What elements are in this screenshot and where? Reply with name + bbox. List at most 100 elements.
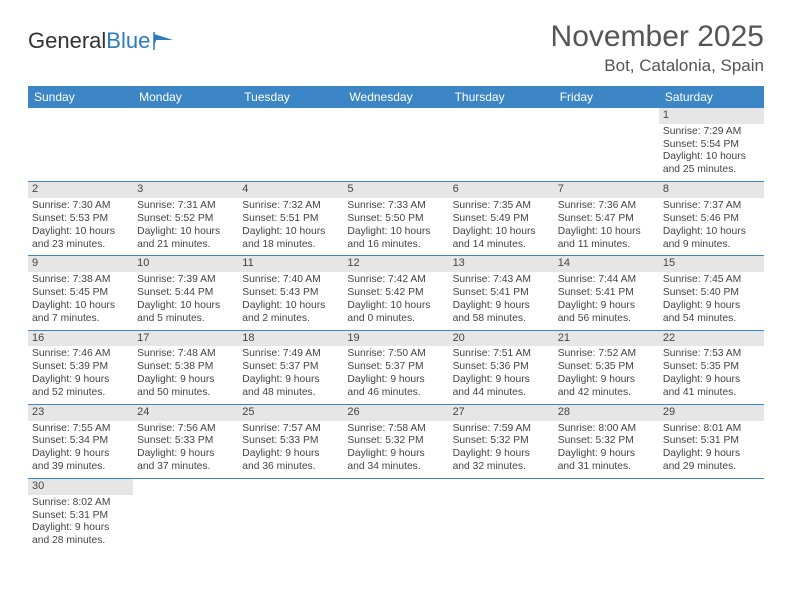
calendar-cell-empty [554, 478, 659, 552]
day-info-line: Daylight: 10 hours and 23 minutes. [32, 226, 129, 252]
day-info-line: Sunrise: 7:36 AM [558, 200, 655, 213]
day-info-line: Sunrise: 8:00 AM [558, 423, 655, 436]
day-info-line: Sunset: 5:37 PM [242, 361, 339, 374]
day-info-line: Sunset: 5:44 PM [137, 287, 234, 300]
location: Bot, Catalonia, Spain [551, 56, 764, 76]
calendar-cell-empty [449, 108, 554, 182]
day-info-line: Sunrise: 7:46 AM [32, 348, 129, 361]
calendar-cell: 2 Sunrise: 7:30 AMSunset: 5:53 PMDaylight… [28, 182, 133, 256]
day-info-line: Sunrise: 7:40 AM [242, 274, 339, 287]
calendar-cell: 15Sunrise: 7:45 AMSunset: 5:40 PMDayligh… [659, 256, 764, 330]
day-number [133, 479, 238, 495]
calendar-cell: 16Sunrise: 7:46 AMSunset: 5:39 PMDayligh… [28, 330, 133, 404]
day-number: 2 [28, 182, 133, 198]
day-number: 5 [343, 182, 448, 198]
calendar-cell: 30Sunrise: 8:02 AMSunset: 5:31 PMDayligh… [28, 478, 133, 552]
day-info-line: Sunrise: 7:33 AM [347, 200, 444, 213]
day-number: 22 [659, 331, 764, 347]
weekday-header: Sunday [28, 86, 133, 108]
day-info-line: Sunrise: 7:35 AM [453, 200, 550, 213]
calendar-cell: 18Sunrise: 7:49 AMSunset: 5:37 PMDayligh… [238, 330, 343, 404]
day-number: 14 [554, 256, 659, 272]
calendar-cell: 27Sunrise: 7:59 AMSunset: 5:32 PMDayligh… [449, 404, 554, 478]
day-info-line: Daylight: 9 hours and 37 minutes. [137, 448, 234, 474]
day-info-line: Sunrise: 7:48 AM [137, 348, 234, 361]
day-info-line: Sunrise: 7:59 AM [453, 423, 550, 436]
calendar-cell: 19Sunrise: 7:50 AMSunset: 5:37 PMDayligh… [343, 330, 448, 404]
day-info-line: Sunset: 5:33 PM [242, 435, 339, 448]
day-info-line: Sunset: 5:36 PM [453, 361, 550, 374]
day-info-line: Sunrise: 7:45 AM [663, 274, 760, 287]
day-number: 1 [659, 108, 764, 124]
calendar-cell-empty [449, 478, 554, 552]
calendar-cell: 17Sunrise: 7:48 AMSunset: 5:38 PMDayligh… [133, 330, 238, 404]
logo-text-2: Blue [106, 28, 150, 54]
day-info-line: Sunrise: 7:43 AM [453, 274, 550, 287]
day-info-line: Sunrise: 7:31 AM [137, 200, 234, 213]
day-info-line: Daylight: 10 hours and 14 minutes. [453, 226, 550, 252]
calendar-cell: 29Sunrise: 8:01 AMSunset: 5:31 PMDayligh… [659, 404, 764, 478]
day-number: 7 [554, 182, 659, 198]
day-info-line: Sunset: 5:41 PM [453, 287, 550, 300]
day-info-line: Sunset: 5:46 PM [663, 213, 760, 226]
calendar-cell-empty [238, 478, 343, 552]
day-info-line: Sunrise: 7:57 AM [242, 423, 339, 436]
day-info-line: Sunset: 5:35 PM [663, 361, 760, 374]
calendar-cell-empty [343, 478, 448, 552]
calendar-cell: 13Sunrise: 7:43 AMSunset: 5:41 PMDayligh… [449, 256, 554, 330]
day-number [238, 108, 343, 124]
day-info-line: Sunrise: 7:49 AM [242, 348, 339, 361]
day-number: 8 [659, 182, 764, 198]
day-info-line: Sunset: 5:32 PM [347, 435, 444, 448]
day-info-line: Sunset: 5:51 PM [242, 213, 339, 226]
calendar-cell-empty [133, 108, 238, 182]
calendar-cell: 20Sunrise: 7:51 AMSunset: 5:36 PMDayligh… [449, 330, 554, 404]
day-info-line: Sunset: 5:41 PM [558, 287, 655, 300]
day-info-line: Sunset: 5:53 PM [32, 213, 129, 226]
day-info-line: Sunrise: 7:32 AM [242, 200, 339, 213]
calendar-cell-empty [343, 108, 448, 182]
day-number [343, 108, 448, 124]
day-info-line: Daylight: 9 hours and 32 minutes. [453, 448, 550, 474]
day-info-line: Sunrise: 7:38 AM [32, 274, 129, 287]
day-info-line: Daylight: 9 hours and 56 minutes. [558, 300, 655, 326]
day-info-line: Daylight: 9 hours and 50 minutes. [137, 374, 234, 400]
day-info-line: Sunset: 5:54 PM [663, 139, 760, 152]
calendar-cell: 25Sunrise: 7:57 AMSunset: 5:33 PMDayligh… [238, 404, 343, 478]
day-info-line: Daylight: 10 hours and 0 minutes. [347, 300, 444, 326]
calendar-cell: 14Sunrise: 7:44 AMSunset: 5:41 PMDayligh… [554, 256, 659, 330]
day-info-line: Daylight: 10 hours and 5 minutes. [137, 300, 234, 326]
day-info-line: Daylight: 10 hours and 21 minutes. [137, 226, 234, 252]
day-number: 29 [659, 405, 764, 421]
day-number [133, 108, 238, 124]
day-info-line: Sunset: 5:50 PM [347, 213, 444, 226]
day-number: 30 [28, 479, 133, 495]
day-info-line: Sunset: 5:38 PM [137, 361, 234, 374]
day-number: 17 [133, 331, 238, 347]
title-block: November 2025 Bot, Catalonia, Spain [551, 20, 764, 76]
day-info-line: Daylight: 9 hours and 58 minutes. [453, 300, 550, 326]
day-number: 25 [238, 405, 343, 421]
day-info-line: Sunset: 5:40 PM [663, 287, 760, 300]
calendar-row: 30Sunrise: 8:02 AMSunset: 5:31 PMDayligh… [28, 478, 764, 552]
day-info-line: Sunset: 5:34 PM [32, 435, 129, 448]
weekday-header-row: SundayMondayTuesdayWednesdayThursdayFrid… [28, 86, 764, 108]
calendar-cell: 24Sunrise: 7:56 AMSunset: 5:33 PMDayligh… [133, 404, 238, 478]
day-info-line: Sunset: 5:47 PM [558, 213, 655, 226]
calendar-cell: 9Sunrise: 7:38 AMSunset: 5:45 PMDaylight… [28, 256, 133, 330]
calendar-cell-empty [554, 108, 659, 182]
calendar-row: 9Sunrise: 7:38 AMSunset: 5:45 PMDaylight… [28, 256, 764, 330]
day-info-line: Sunset: 5:32 PM [453, 435, 550, 448]
day-info-line: Sunrise: 7:51 AM [453, 348, 550, 361]
calendar-cell-empty [28, 108, 133, 182]
day-info-line: Sunrise: 7:55 AM [32, 423, 129, 436]
day-info-line: Sunrise: 7:30 AM [32, 200, 129, 213]
weekday-header: Saturday [659, 86, 764, 108]
day-info-line: Daylight: 10 hours and 2 minutes. [242, 300, 339, 326]
day-info-line: Sunset: 5:39 PM [32, 361, 129, 374]
weekday-header: Wednesday [343, 86, 448, 108]
calendar-cell: 6Sunrise: 7:35 AMSunset: 5:49 PMDaylight… [449, 182, 554, 256]
day-info-line: Sunset: 5:31 PM [663, 435, 760, 448]
day-info-line: Daylight: 9 hours and 28 minutes. [32, 522, 129, 548]
day-info-line: Daylight: 9 hours and 46 minutes. [347, 374, 444, 400]
